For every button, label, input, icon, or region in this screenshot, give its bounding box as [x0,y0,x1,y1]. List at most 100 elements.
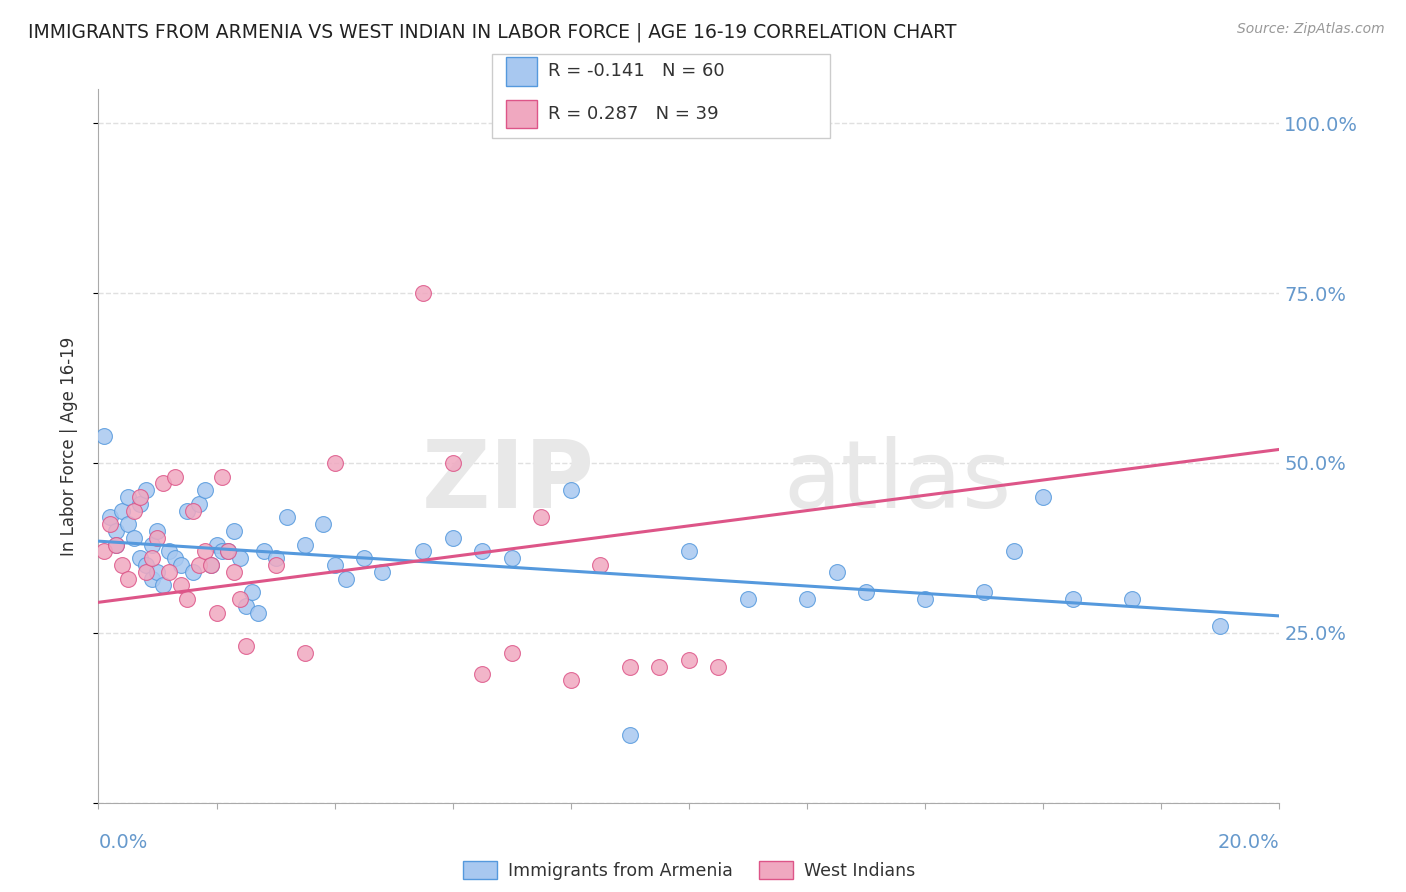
Text: 20.0%: 20.0% [1218,833,1279,853]
Point [973,585,995,599]
Point [619,660,641,674]
Point [146,524,169,538]
Point [105,537,128,551]
Point [1209,619,1232,633]
Point [855,585,877,599]
Point [412,544,434,558]
Point [141,572,163,586]
Point [105,537,128,551]
Point [211,469,233,483]
Point [501,646,523,660]
Point [170,558,193,572]
Point [530,510,553,524]
Point [165,469,187,483]
Point [128,551,150,566]
Point [796,591,818,606]
Point [128,490,150,504]
Point [135,483,157,498]
Point [93,544,115,558]
Text: R = 0.287   N = 39: R = 0.287 N = 39 [548,105,718,123]
Point [157,565,180,579]
Point [235,599,257,613]
Point [560,483,582,498]
Point [217,544,239,558]
Point [111,503,134,517]
Point [181,565,204,579]
Legend: Immigrants from Armenia, West Indians: Immigrants from Armenia, West Indians [456,855,922,887]
Text: ZIP: ZIP [422,435,595,528]
Point [187,497,209,511]
Point [211,544,233,558]
Point [141,551,163,566]
Point [200,558,222,572]
Point [240,585,263,599]
Point [93,429,115,443]
Point [229,551,252,566]
Point [224,565,246,579]
Point [441,456,464,470]
Point [224,524,246,538]
Point [205,606,228,620]
Text: 0.0%: 0.0% [98,833,148,853]
Point [589,558,612,572]
Point [353,551,375,566]
Point [146,565,169,579]
Text: R = -0.141   N = 60: R = -0.141 N = 60 [548,62,725,80]
Point [501,551,523,566]
Point [105,524,128,538]
Point [323,558,346,572]
Point [707,660,730,674]
Text: IMMIGRANTS FROM ARMENIA VS WEST INDIAN IN LABOR FORCE | AGE 16-19 CORRELATION CH: IMMIGRANTS FROM ARMENIA VS WEST INDIAN I… [28,22,956,42]
Point [194,483,217,498]
Point [152,578,174,592]
Point [371,565,394,579]
Point [312,517,335,532]
Point [264,551,287,566]
Point [146,531,169,545]
Point [117,517,139,532]
Point [1062,591,1084,606]
Point [200,558,222,572]
Point [264,558,287,572]
Point [187,558,209,572]
Point [122,503,145,517]
Point [141,537,163,551]
Point [294,537,316,551]
Point [1032,490,1054,504]
Point [229,591,252,606]
Point [176,503,198,517]
Y-axis label: In Labor Force | Age 16-19: In Labor Force | Age 16-19 [59,336,77,556]
Point [471,666,494,681]
Point [135,565,157,579]
Point [98,517,121,532]
Point [825,565,848,579]
Point [98,510,121,524]
Point [441,531,464,545]
Point [246,606,269,620]
Point [648,660,671,674]
Point [152,476,174,491]
Point [165,551,187,566]
Point [560,673,582,688]
Point [1121,591,1143,606]
Point [276,510,298,524]
Point [253,544,276,558]
Point [914,591,936,606]
Point [737,591,759,606]
Text: Source: ZipAtlas.com: Source: ZipAtlas.com [1237,22,1385,37]
Point [678,653,700,667]
Point [678,544,700,558]
Point [117,490,139,504]
Point [170,578,193,592]
Point [128,497,150,511]
Point [471,544,494,558]
Point [294,646,316,660]
Point [122,531,145,545]
Point [157,544,180,558]
Point [323,456,346,470]
Point [1002,544,1025,558]
Point [194,544,217,558]
Point [335,572,357,586]
Point [111,558,134,572]
Point [181,503,204,517]
